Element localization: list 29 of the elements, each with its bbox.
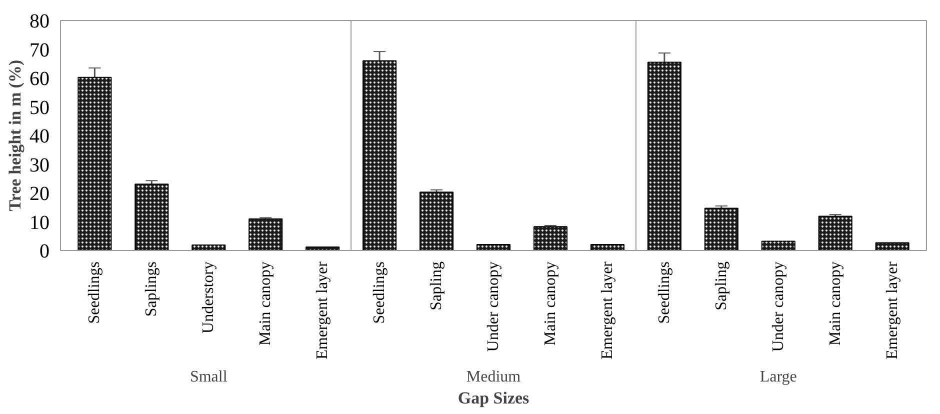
x-tick-label: Seedlings (656, 262, 673, 324)
x-tick-label: Seedlings (371, 262, 388, 324)
text: Small (190, 368, 228, 386)
y-tick-label: 20 (30, 183, 50, 205)
x-tick-label: Seedlings (86, 262, 104, 324)
x-tick-label: Main canopy (826, 261, 844, 346)
text: Large (760, 368, 797, 386)
y-tick-label: 40 (30, 126, 50, 148)
y-tick-label: 10 (30, 212, 50, 234)
y-tick-label: 30 (30, 154, 50, 176)
x-axis-title: Gap Sizes (458, 388, 530, 408)
x-tick-label: Understory (200, 262, 218, 334)
x-tick-label: Sapling (712, 262, 730, 310)
x-tick-label: Under canopy (770, 262, 787, 352)
x-tick-label: Sapling (428, 262, 446, 310)
y-tick-label: 0 (40, 240, 50, 262)
y-tick-label: 80 (30, 10, 50, 32)
x-tick-label: Saplings (143, 261, 160, 317)
x-tick-label: Main canopy (257, 261, 274, 346)
y-axis-title: Tree height in m (%) (6, 60, 24, 212)
y-tick-label: 70 (30, 39, 50, 62)
x-tick-label: Emergent layer (598, 260, 616, 360)
y-tick-label: 60 (30, 68, 50, 90)
x-tick-label: Emergent layer (884, 260, 901, 360)
x-tick-label: Emergent layer (314, 260, 332, 360)
x-tick-label: Main canopy (542, 261, 559, 346)
text: Medium (466, 368, 522, 386)
y-tick-label: 50 (30, 96, 50, 119)
x-tick-label: Under canopy (485, 262, 502, 352)
